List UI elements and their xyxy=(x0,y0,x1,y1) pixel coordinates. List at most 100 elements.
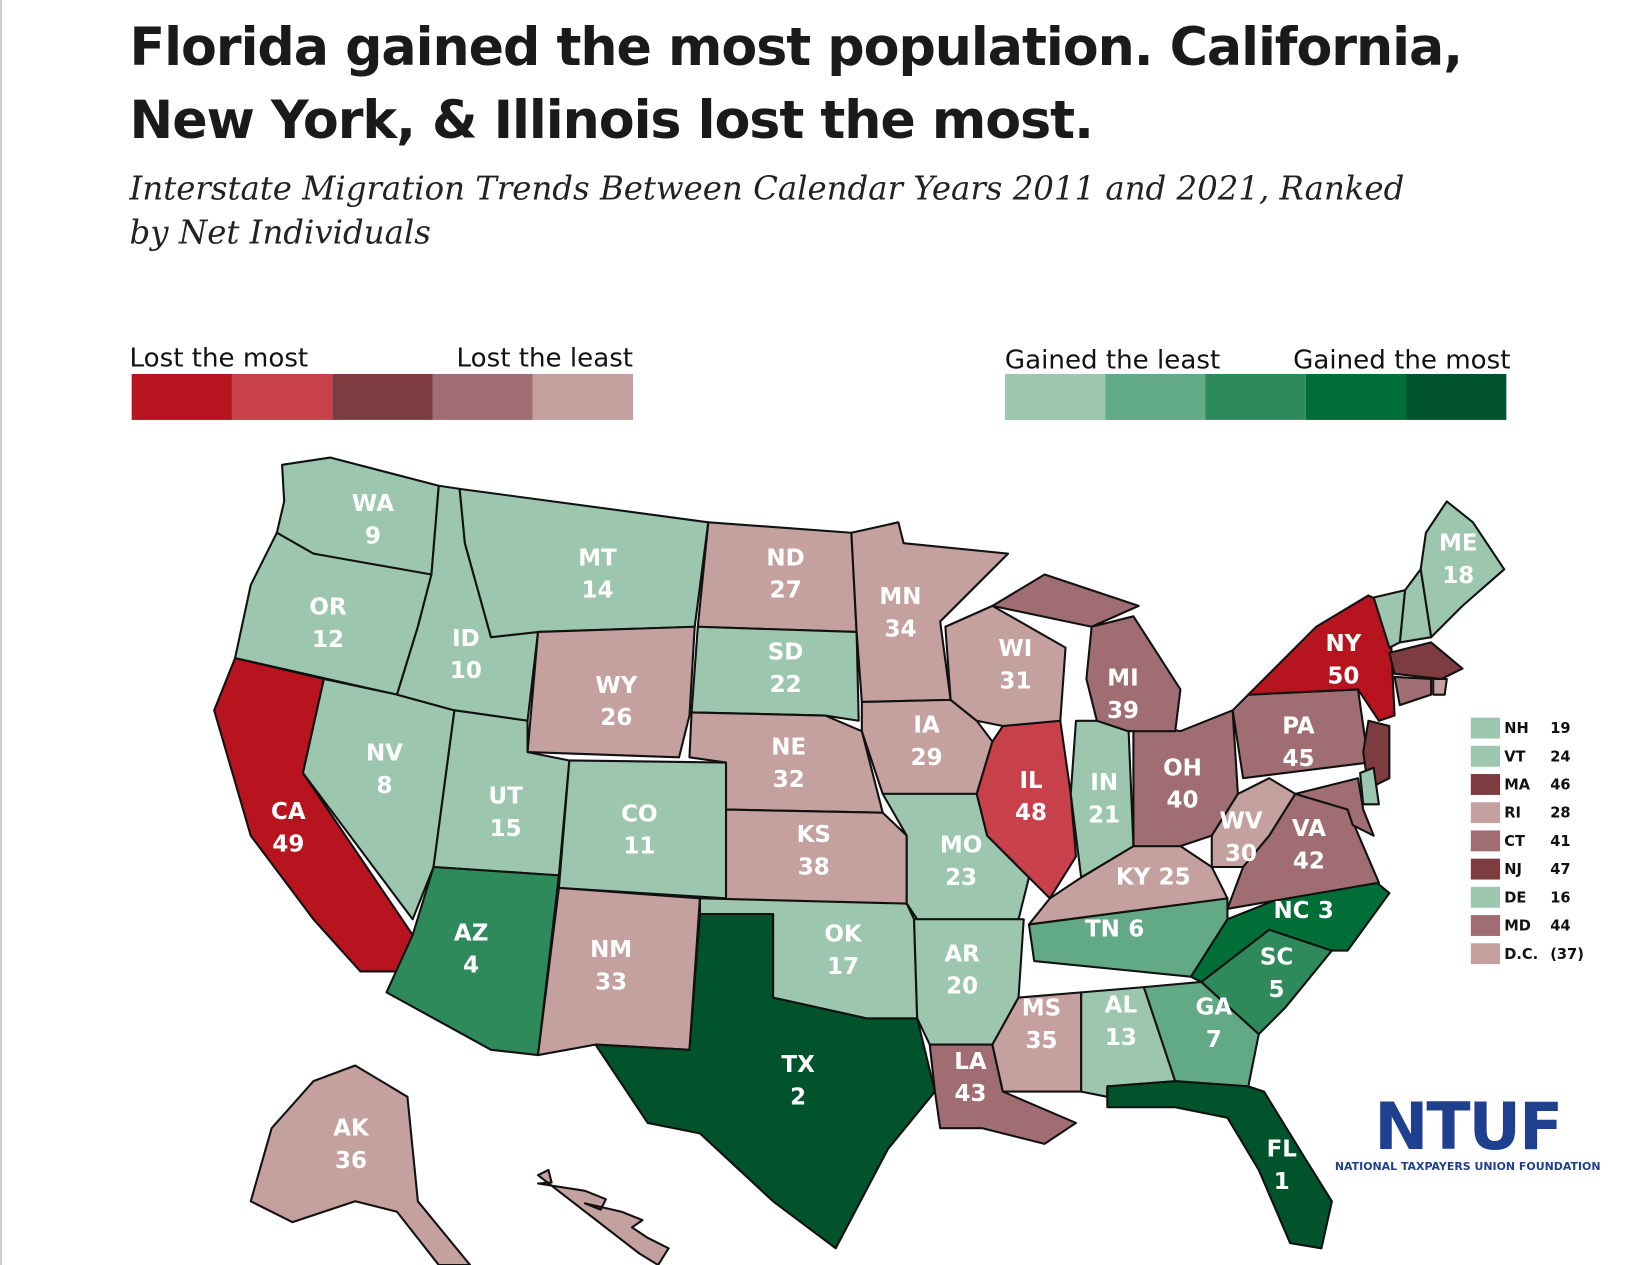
small-state-rank: 16 xyxy=(1550,889,1570,906)
legend-swatch xyxy=(1470,717,1501,739)
state-rank: 17 xyxy=(827,954,859,980)
state-rank: 29 xyxy=(911,745,943,771)
state-abbr: AK xyxy=(333,1116,370,1142)
state-abbr: MI xyxy=(1107,665,1138,691)
state-label: KY 25 xyxy=(1116,864,1191,890)
state-abbr: WI xyxy=(998,636,1032,662)
scale-swatch xyxy=(532,373,634,420)
state-rank: 33 xyxy=(595,969,627,995)
state-abbr: MN xyxy=(879,584,921,610)
state-rank: 22 xyxy=(770,672,802,698)
scale-swatch xyxy=(231,373,333,420)
small-state-rank: 24 xyxy=(1550,748,1570,765)
small-state-abbr: DE xyxy=(1504,889,1526,906)
state-abbr: WA xyxy=(352,491,394,517)
scale-swatch xyxy=(1205,373,1306,420)
state-rank: 9 xyxy=(365,523,381,549)
state-rank: 21 xyxy=(1088,802,1120,828)
state-abbr: AR xyxy=(944,941,980,967)
state-rank: 42 xyxy=(1293,848,1325,874)
small-state-abbr: MA xyxy=(1504,777,1531,794)
state-shape xyxy=(557,759,728,900)
title-line: New York, & Illinois lost the most. xyxy=(130,91,1093,151)
state-shape xyxy=(1432,677,1448,696)
state-rank: 15 xyxy=(490,816,522,842)
title-line: Florida gained the most population. Cali… xyxy=(130,18,1462,78)
state-rank: 3 xyxy=(1318,897,1334,923)
scale-swatch xyxy=(1105,373,1206,420)
color-scales xyxy=(131,373,1507,420)
state-shape xyxy=(1231,688,1370,780)
scale-swatch xyxy=(1305,373,1407,420)
scale-swatch xyxy=(1004,373,1106,420)
state-rank: 45 xyxy=(1282,746,1314,772)
state-abbr: NC xyxy=(1273,897,1309,923)
small-state-abbr: NJ xyxy=(1504,861,1522,878)
state-abbr: ND xyxy=(766,545,804,571)
state-abbr: ID xyxy=(452,626,480,652)
state-rank: 23 xyxy=(945,865,977,891)
state-label: NC 3 xyxy=(1273,897,1333,923)
state-shape xyxy=(944,604,1067,728)
state-rank: 32 xyxy=(773,767,805,793)
state-rank: 5 xyxy=(1269,977,1285,1003)
legend-swatch xyxy=(1470,802,1501,824)
state-rank: 48 xyxy=(1015,800,1047,826)
state-abbr: WY xyxy=(595,673,637,699)
state-shape xyxy=(594,912,936,1250)
state-rank: 34 xyxy=(884,616,916,642)
legend-swatch xyxy=(1470,943,1501,965)
state-rank: 39 xyxy=(1107,698,1139,724)
small-state-rank: 46 xyxy=(1550,777,1570,794)
state-abbr: MS xyxy=(1022,996,1061,1022)
state-abbr: NV xyxy=(366,741,403,767)
state-abbr: NM xyxy=(590,937,632,963)
state-rank: 14 xyxy=(582,578,614,604)
state-rank: 43 xyxy=(954,1081,986,1107)
state-rank: 11 xyxy=(623,834,655,860)
small-state-abbr: RI xyxy=(1504,805,1521,822)
state-abbr: KS xyxy=(797,822,831,848)
state-shape xyxy=(249,1064,472,1265)
state-shape xyxy=(991,991,1083,1093)
state-rank: 7 xyxy=(1206,1027,1222,1053)
small-state-abbr: NH xyxy=(1504,720,1528,737)
state-abbr: WV xyxy=(1219,809,1262,835)
state-abbr: IA xyxy=(913,712,940,738)
state-shape xyxy=(526,625,696,759)
state-abbr: ME xyxy=(1439,531,1478,557)
state-shape xyxy=(1294,777,1375,837)
state-abbr: CO xyxy=(621,801,657,827)
subtitle-line: by Net Individuals xyxy=(130,213,431,251)
legend-swatch xyxy=(1470,745,1501,767)
state-abbr: SD xyxy=(768,639,804,665)
state-shape xyxy=(991,573,1182,733)
state-abbr: NE xyxy=(771,734,806,760)
state-shape xyxy=(690,625,860,722)
state-abbr: IN xyxy=(1090,770,1118,796)
state-abbr: MT xyxy=(578,545,617,571)
state-shape xyxy=(536,1168,670,1265)
legend-swatch xyxy=(1470,830,1501,852)
legend-swatch xyxy=(1470,915,1501,936)
state-abbr: OH xyxy=(1163,755,1202,781)
state-abbr: VA xyxy=(1292,816,1326,842)
state-rank: 26 xyxy=(600,705,632,731)
state-rank: 25 xyxy=(1159,864,1191,890)
state-abbr: SC xyxy=(1260,944,1293,970)
small-state-rank: 41 xyxy=(1550,833,1570,850)
state-shape xyxy=(1393,675,1433,707)
legend-label: Gained the most xyxy=(1293,346,1510,376)
small-state-abbr: MD xyxy=(1504,918,1531,935)
small-state-legend: NH 19 VT 24 MA 46 RI 28 CT 41 NJ 47 DE 16 MD 44 D.C. (37) xyxy=(1470,717,1584,965)
state-abbr: GA xyxy=(1196,995,1233,1021)
state-rank: 4 xyxy=(463,953,479,979)
state-rank: 31 xyxy=(999,669,1031,695)
subtitle-line: Interstate Migration Trends Between Cale… xyxy=(129,170,1405,208)
state-abbr: OR xyxy=(309,594,347,620)
state-abbr: MO xyxy=(940,833,982,859)
state-abbr: PA xyxy=(1282,714,1315,740)
small-state-rank: 28 xyxy=(1550,805,1570,822)
state-labels: WA9OR12CA49NV8ID10MT14WY26UT15CO11AZ4NM3… xyxy=(271,491,1478,1254)
small-state-rank: 44 xyxy=(1550,918,1570,935)
